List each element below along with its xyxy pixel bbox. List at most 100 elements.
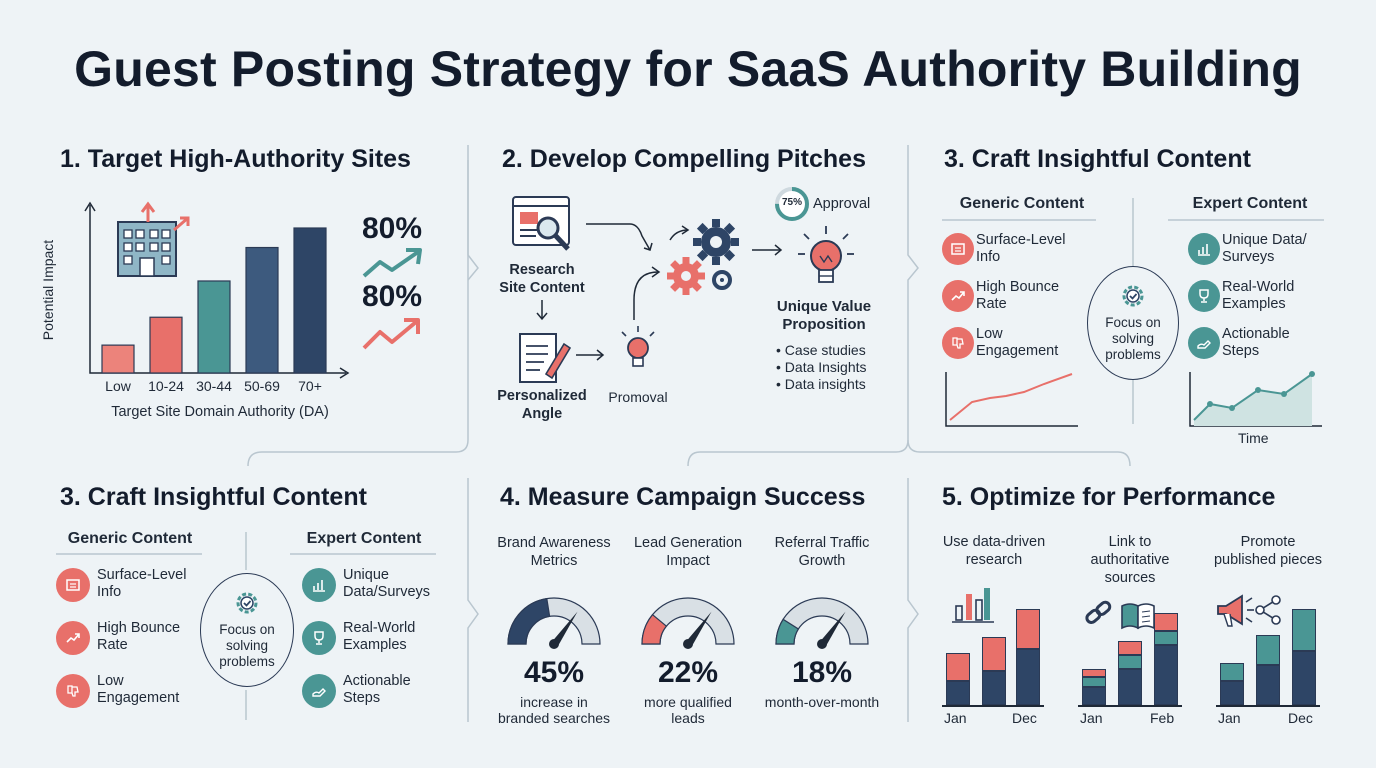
p6-baseline-2 [1216,705,1320,707]
panel3-expert-text-0-1: Surveys [1222,249,1275,265]
panel4-expert-icon-0 [302,568,336,602]
link-book-icon [1085,600,1155,630]
panel3-title: 3. Craft Insightful Content [944,145,1251,173]
panel1-title: 1. Target High-Authority Sites [60,145,411,173]
gauge-head-2-1: Growth [798,553,846,569]
gauge-sub-1-0: more qualified [644,694,732,710]
research-label-1: Research [509,262,575,278]
panel4-expert-icon-1 [302,621,336,655]
panel4-generic-icon-1 [56,621,90,655]
page-title: Guest Posting Strategy for SaaS Authorit… [74,41,1302,97]
gauge-head-2-0: Referral Traffic [774,535,870,551]
panel4-generic-text-0-1: Info [97,584,122,600]
panel4-generic-text-2-1: Engagement [97,690,180,706]
panel3-generic-text-0-1: Info [976,249,1001,265]
p6-bar-2-2-1 [1292,609,1316,651]
panel4-expert-text-2-1: Steps [343,690,381,706]
bar-2 [197,280,231,374]
p6-bar-1-0-2 [1082,669,1106,677]
x-tick-1: 10-24 [148,378,184,394]
panel3-expert-text-1-0: Real-World [1222,279,1295,295]
gauge-head-0-0: Brand Awareness [497,535,611,551]
p3-focus-oval: Focus on solving problems [1087,266,1179,380]
mini-bar-icon [952,588,994,623]
p6-head-2-0: Promote [1240,534,1296,550]
p3-focus-2: solving [1111,331,1155,346]
gauge-head-0-1: Metrics [530,553,578,569]
uvp-bullet-2: • Data Insights [776,359,867,375]
angle-label-1: Personalized [497,388,587,404]
uvp-label-2: Proposition [782,316,866,333]
gauge-0 [507,597,601,649]
p6-bar-0-2-0 [1016,649,1040,705]
p6-bar-1-1-0 [1118,669,1142,705]
panel5-title: 4. Measure Campaign Success [500,483,866,511]
megaphone-share-icon [1217,594,1281,627]
p6-head-1-1: authoritative [1090,552,1170,568]
gear-check-icon [1122,285,1144,307]
x-tick-0: Low [105,378,131,394]
p6-bar-1-1-1 [1118,655,1142,669]
p3-column-lines [942,198,1324,424]
x-tick-4: 70+ [298,378,322,394]
bar-4 [293,227,327,374]
p4-column-lines [56,532,436,720]
panel3-expert-icon-0 [1188,233,1220,265]
p6-xend-2: Dec [1288,710,1313,726]
p3-focus-1: Focus on [1105,315,1161,330]
impact-bar-chart [84,201,350,379]
promoval-label: Promoval [608,389,668,405]
p3-expert-head: Expert Content [1192,195,1308,212]
panel3-generic-text-2-1: Engagement [976,343,1059,359]
approval-label: Approval [813,196,871,212]
p6-bar-0-2-1 [1016,609,1040,649]
panel3-generic-text-1-1: Rate [976,296,1007,312]
research-label-2: Site Content [499,280,585,296]
generic-trend-chart [945,372,1078,427]
panel3-generic-text-1-0: High Bounce [976,279,1060,295]
x-axis-label: Target Site Domain Authority (DA) [111,404,329,420]
trend-up-teal-icon [362,248,422,278]
p6-bar-1-1-2 [1118,641,1142,655]
p4-focus-2: solving [225,638,269,653]
p6-bar-2-0-1 [1220,663,1244,681]
p6-baseline-0 [942,705,1044,707]
p6-bar-0-1-1 [982,637,1006,671]
gauge-head-1-1: Impact [666,553,710,569]
p6-bar-0-1-0 [982,671,1006,705]
panel4-generic-text-1-1: Rate [97,637,128,653]
document-pen-icon [519,333,572,383]
p6-bar-1-2-1 [1154,631,1178,645]
gauge-sub-0-0: increase in [520,694,588,710]
panel3-generic-icon-0 [942,233,974,265]
uvp-bullet-1: • Case studies [776,342,866,358]
research-browser-icon [512,196,570,251]
panel4-generic-text-1-0: High Bounce [97,620,181,636]
p6-xend-1: Feb [1150,710,1175,726]
p6-bar-2-1-1 [1256,635,1280,665]
p6-head-1-2: sources [1104,570,1156,586]
panel6-title: 5. Optimize for Performance [942,483,1276,511]
panel3-generic-text-2-0: Low [976,326,1003,342]
bar-3 [245,246,279,374]
p6-bar-2-0-0 [1220,681,1244,705]
angle-label-2: Angle [521,406,563,422]
gauge-2 [775,597,869,649]
time-label: Time [1238,430,1269,446]
p6-head-2-1: published pieces [1213,552,1323,568]
panel3-expert-text-1-1: Examples [1222,296,1286,312]
p4-expert-head: Expert Content [306,530,422,547]
gauge-1 [641,597,735,649]
gauge-sub-1-1: leads [671,710,705,726]
p6-xstart-2: Jan [1218,710,1241,726]
p6-bar-1-0-0 [1082,687,1106,705]
panel4-expert-text-2-0: Actionable [343,673,411,689]
gear-check-icon [236,592,258,614]
p6-head-1-0: Link to [1108,534,1152,550]
p4-focus-oval: Focus on solving problems [200,573,294,687]
p6-xstart-1: Jan [1080,710,1103,726]
panel3-generic-text-0-0: Surface-Level [976,232,1066,248]
gauge-sub-2-0: month-over-month [764,694,880,710]
panel4-generic-icon-2 [56,674,90,708]
bar-0 [101,344,135,374]
